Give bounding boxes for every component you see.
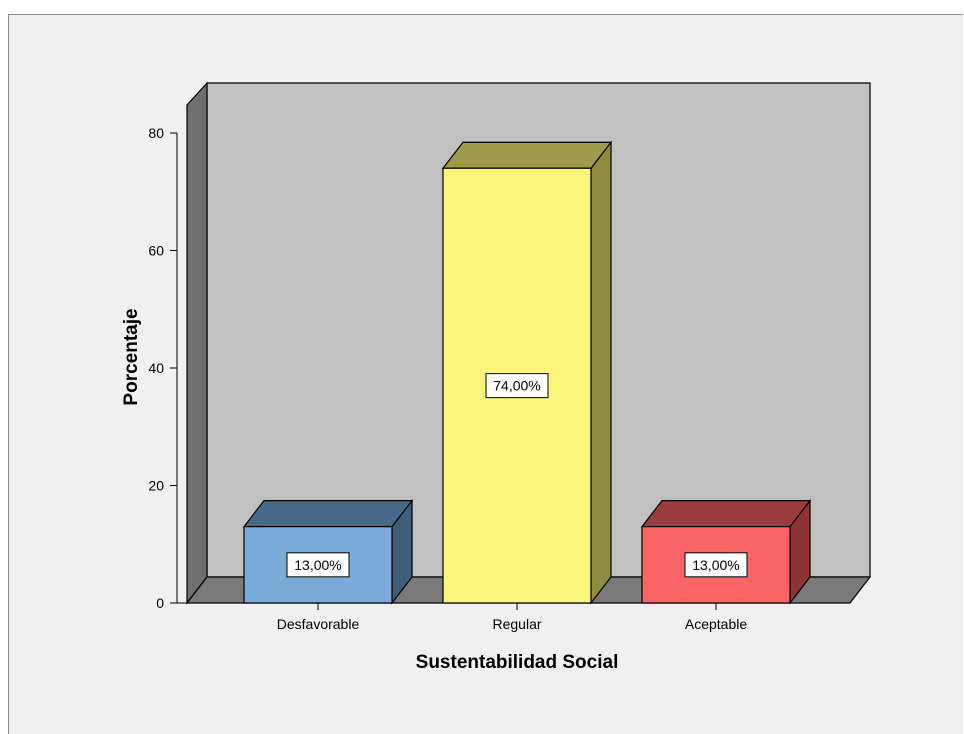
data-label-text: 13,00%	[692, 557, 739, 573]
bar-top	[441, 141, 613, 169]
x-tick-label: Aceptable	[685, 616, 747, 632]
data-label: 13,00%	[286, 552, 350, 578]
x-axis: Desfavorable Regular Aceptable	[277, 603, 747, 632]
data-label: 74,00%	[485, 373, 549, 399]
y-axis-title: Porcentaje	[121, 308, 142, 405]
y-tick-label: 80	[148, 125, 164, 141]
data-label-box	[286, 552, 350, 578]
bar-side	[590, 140, 612, 605]
data-label-box	[485, 373, 549, 399]
data-label: 13,00%	[684, 552, 748, 578]
bar-top	[640, 500, 812, 528]
x-tick-label: Regular	[492, 616, 541, 632]
data-label-text: 74,00%	[493, 378, 540, 394]
bar-top	[242, 500, 414, 528]
y-tick-label: 20	[148, 478, 164, 494]
side-wall	[186, 81, 208, 605]
data-label-text: 13,00%	[294, 557, 341, 573]
y-tick-label: 40	[148, 360, 164, 376]
data-label-box	[684, 552, 748, 578]
bar-aceptable: 13,00%	[640, 498, 812, 605]
bar-regular: 74,00%	[441, 140, 613, 605]
bar-desfavorable: 13,00%	[242, 498, 414, 605]
x-tick-label: Desfavorable	[277, 616, 360, 632]
y-tick-label: 0	[156, 595, 164, 611]
y-axis: 0 20 40 60 80	[148, 125, 187, 611]
x-axis-title: Sustentabilidad Social	[416, 652, 619, 673]
y-tick-label: 60	[148, 243, 164, 259]
bars: 13,00% 74,00% 13,00%	[242, 140, 812, 605]
